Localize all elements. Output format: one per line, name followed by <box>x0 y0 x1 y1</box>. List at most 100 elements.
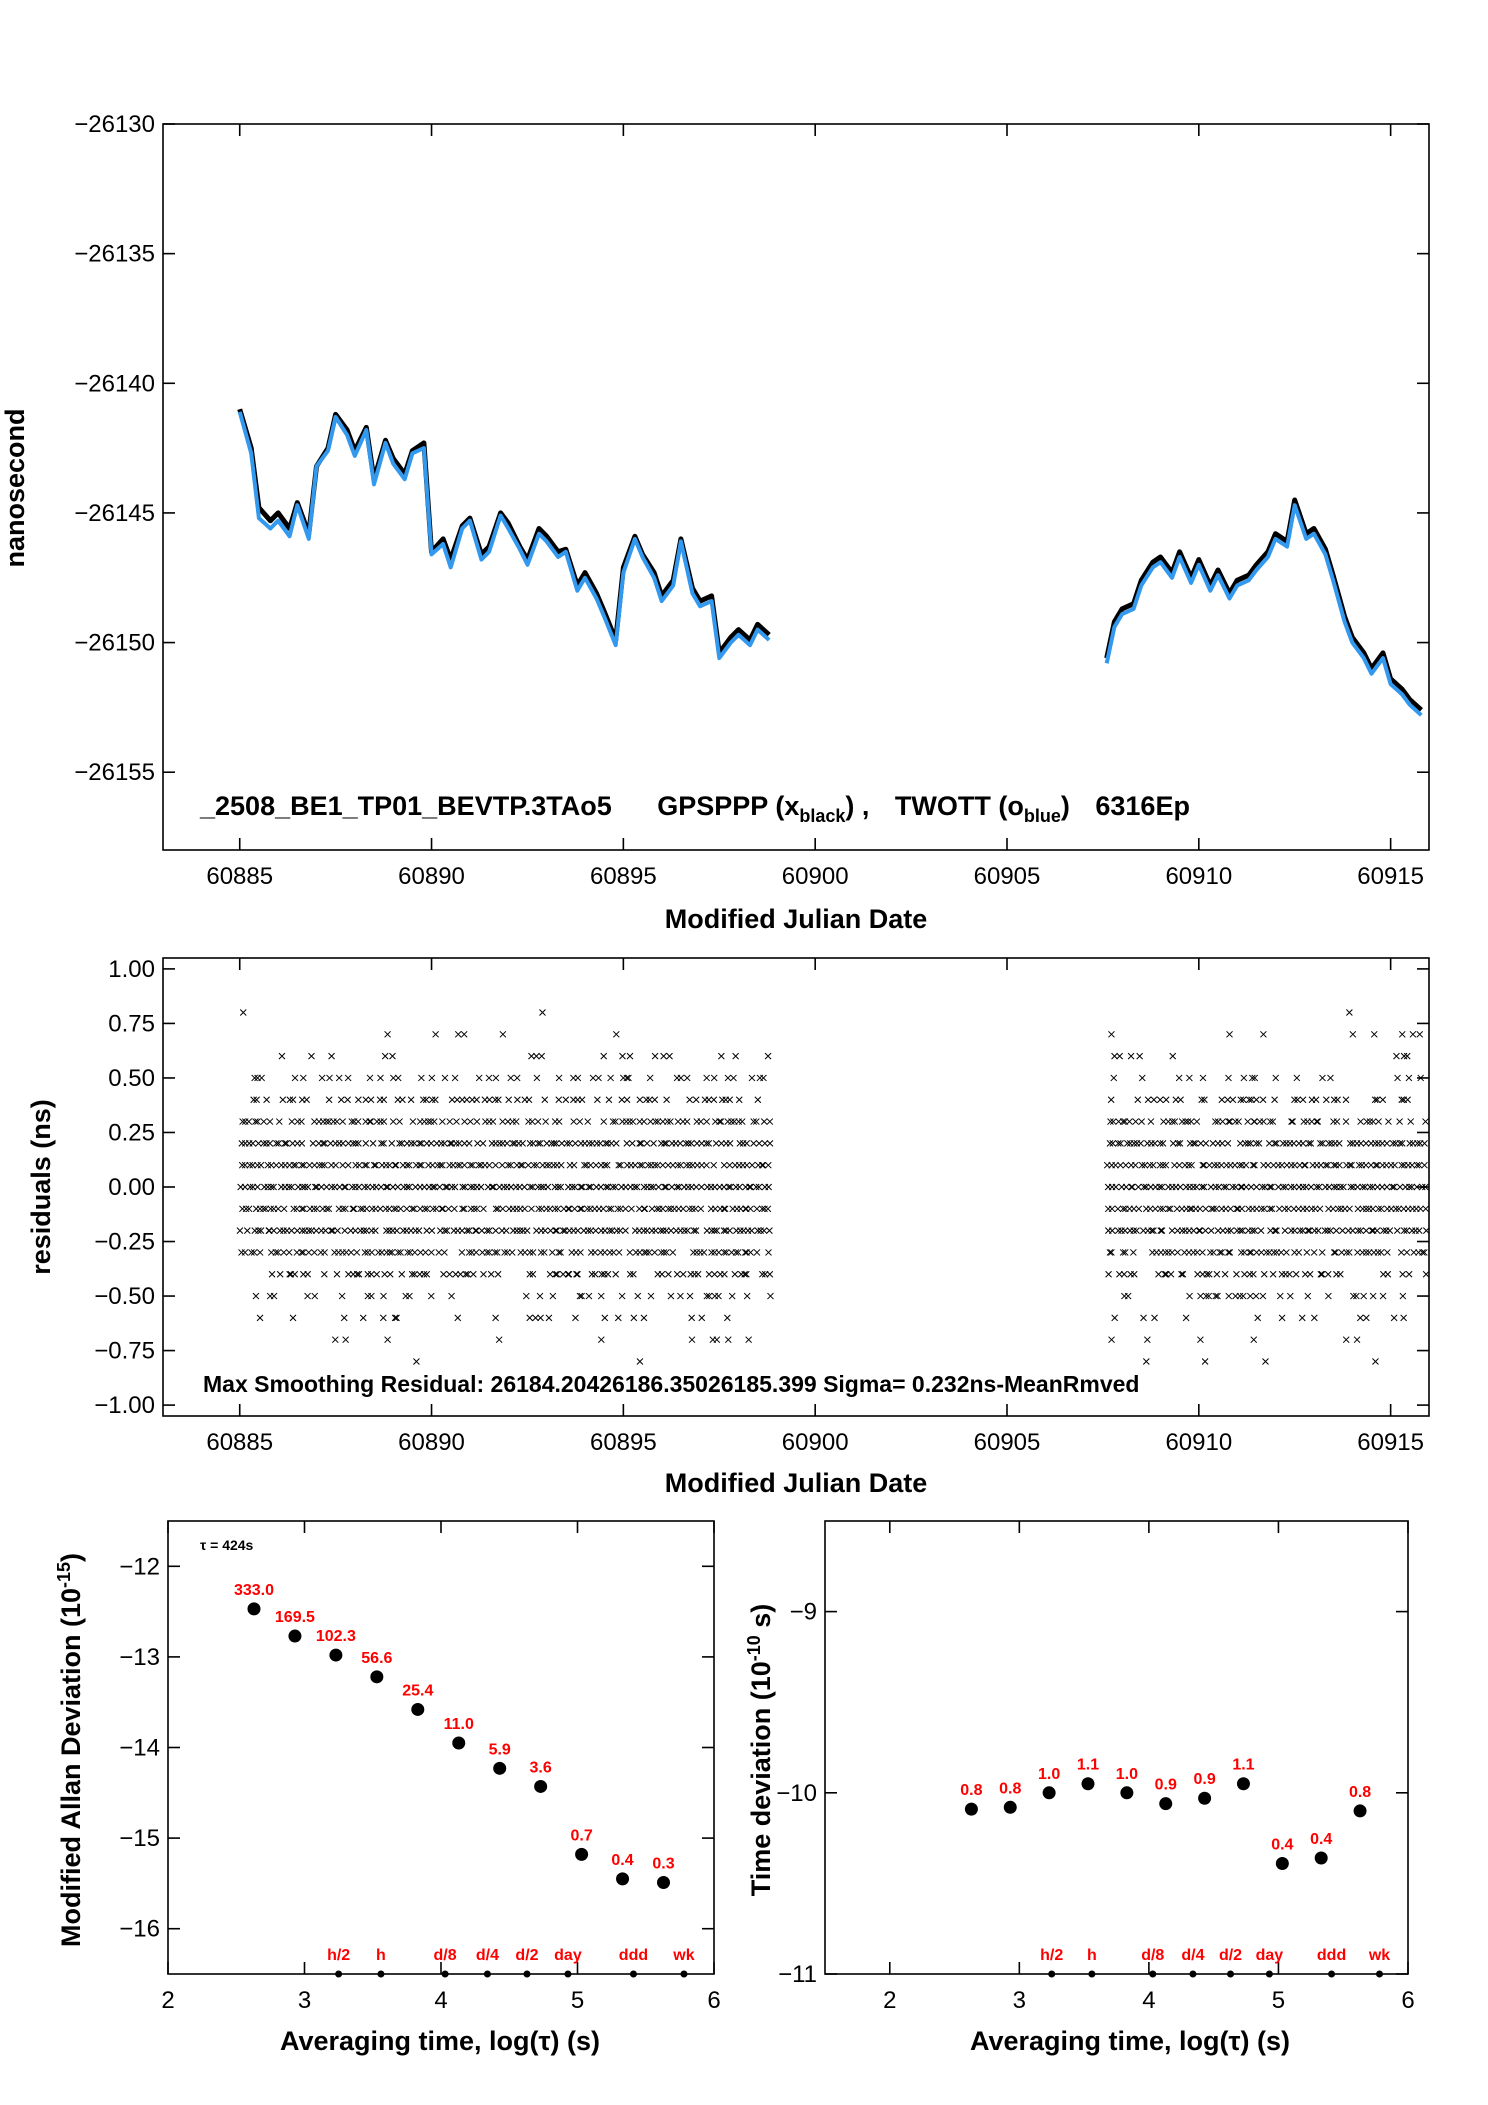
residual-point <box>473 1118 481 1125</box>
residual-point <box>1151 1140 1159 1147</box>
residual-point <box>342 1205 349 1213</box>
residual-point <box>400 1183 408 1191</box>
mdev-point-label: 102.3 <box>316 1628 356 1645</box>
residual-point <box>493 1249 501 1256</box>
residual-point <box>460 1205 468 1213</box>
residual-point <box>370 1161 378 1169</box>
residual-point <box>270 1292 278 1300</box>
residual-point <box>448 1096 456 1104</box>
residual-point <box>1134 1183 1142 1191</box>
residual-point <box>1138 1161 1146 1169</box>
residual-point <box>726 1140 734 1147</box>
residual-point <box>692 1096 700 1104</box>
residual-point <box>743 1140 751 1147</box>
residual-point <box>304 1292 311 1300</box>
residual-point <box>1136 1052 1144 1060</box>
residual-point <box>1202 1140 1210 1147</box>
residual-point <box>559 1227 567 1234</box>
residual-point <box>411 1270 418 1278</box>
residual-point <box>668 1183 676 1191</box>
residual-point <box>437 1140 445 1147</box>
residual-point <box>406 1183 413 1191</box>
residual-point <box>669 1161 677 1169</box>
residual-point <box>369 1183 377 1191</box>
residual-point <box>716 1118 723 1125</box>
residual-point <box>355 1161 363 1169</box>
residual-point <box>1362 1140 1370 1147</box>
residual-point <box>1207 1227 1215 1234</box>
residual-point <box>298 1249 305 1256</box>
residual-point <box>263 1096 270 1104</box>
residual-point <box>1233 1227 1241 1234</box>
residual-point <box>1318 1249 1326 1256</box>
residuals-y-tick-label: 1.00 <box>108 956 155 983</box>
residual-point <box>478 1227 486 1234</box>
residual-point <box>1305 1140 1313 1147</box>
residual-point <box>373 1270 381 1278</box>
residual-point <box>380 1096 388 1104</box>
tdev-panel: 2 3 4 5 6 −9 −10 −11 0.8 0.8 1.0 1.1 1.0 0.9 0.9 1.1 0.… <box>744 1520 1415 2056</box>
residual-point <box>372 1183 380 1191</box>
residual-point <box>255 1140 262 1147</box>
residual-point <box>615 1249 623 1256</box>
tdev-marker-label: d/2 <box>1219 1947 1242 1964</box>
residual-point <box>1168 1118 1176 1125</box>
residual-point <box>631 1161 639 1169</box>
residual-point <box>308 1227 315 1234</box>
residual-point <box>327 1140 334 1147</box>
residual-point <box>406 1292 413 1300</box>
residual-point <box>1349 1030 1357 1038</box>
residual-point <box>697 1118 705 1125</box>
residuals-x-tick-label: 60895 <box>590 1429 657 1456</box>
residual-point <box>298 1161 306 1169</box>
residual-point <box>1250 1270 1257 1278</box>
residual-point <box>446 1270 453 1278</box>
residual-point <box>465 1249 473 1256</box>
residual-point <box>512 1118 520 1125</box>
residual-point <box>661 1183 669 1191</box>
tdev-marker-label: wk <box>1368 1947 1390 1964</box>
residual-point <box>619 1052 626 1060</box>
residual-point <box>587 1183 594 1191</box>
residual-point <box>1281 1227 1289 1234</box>
timeseries-y-tick-label: −26140 <box>74 370 155 397</box>
residual-point <box>663 1249 670 1256</box>
residual-point <box>1182 1314 1190 1322</box>
residual-point <box>1286 1270 1293 1278</box>
residual-point <box>435 1249 443 1256</box>
residual-point <box>473 1227 480 1234</box>
residual-point <box>1336 1161 1343 1169</box>
residual-point <box>1319 1074 1326 1082</box>
residual-point <box>502 1227 510 1234</box>
mdev-x-tick-label: 4 <box>434 1987 447 2014</box>
residuals-y-label: residuals (ns) <box>26 1099 56 1275</box>
residual-point <box>303 1096 310 1104</box>
residual-point <box>1137 1140 1145 1147</box>
residual-point <box>1400 1227 1408 1234</box>
residual-point <box>1205 1292 1213 1300</box>
residual-point <box>557 1183 565 1191</box>
residual-point <box>665 1270 672 1278</box>
residual-point <box>1406 1183 1413 1191</box>
residual-point <box>353 1270 361 1278</box>
mdev-marker-dot <box>523 1970 531 1978</box>
residual-point <box>1385 1118 1392 1125</box>
tdev-point-label: 0.4 <box>1310 1831 1332 1848</box>
residual-point <box>1246 1249 1254 1256</box>
residual-point <box>1265 1140 1273 1147</box>
residual-point <box>298 1227 306 1234</box>
residual-point <box>760 1227 768 1234</box>
tau-note: τ = 424s <box>200 1537 254 1553</box>
residual-point <box>1311 1314 1318 1322</box>
residual-point <box>1245 1096 1253 1104</box>
residual-point <box>710 1161 718 1169</box>
tdev-point-label: 0.8 <box>1349 1784 1371 1801</box>
residual-point <box>1108 1249 1115 1256</box>
residual-point <box>357 1227 364 1234</box>
tdev-marker-dot <box>1328 1970 1336 1978</box>
residual-point <box>641 1205 649 1213</box>
residual-point <box>686 1292 694 1300</box>
residual-point <box>1241 1270 1248 1278</box>
residual-point <box>1383 1183 1391 1191</box>
residual-point <box>757 1227 765 1234</box>
